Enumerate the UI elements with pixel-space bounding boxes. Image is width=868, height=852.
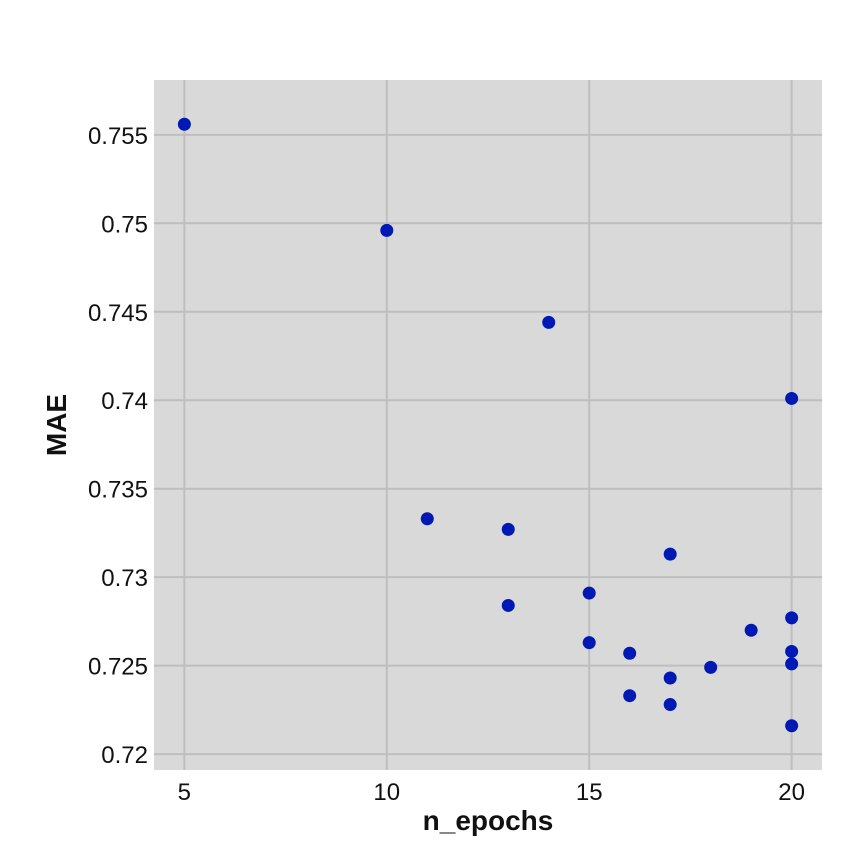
data-point bbox=[380, 223, 394, 237]
data-point bbox=[663, 547, 677, 561]
y-tick-label: 0.75 bbox=[101, 211, 148, 238]
y-tick-label: 0.755 bbox=[88, 123, 148, 150]
x-tick-label: 5 bbox=[178, 779, 191, 806]
x-tick-label: 20 bbox=[778, 779, 805, 806]
y-tick-label: 0.74 bbox=[101, 388, 148, 415]
data-point bbox=[704, 660, 718, 674]
y-axis-ticks: 0.72 0.725 0.73 0.735 0.74 0.745 0.75 0.755 bbox=[88, 123, 148, 769]
data-point bbox=[501, 598, 515, 612]
x-axis-ticks: 5 10 15 20 bbox=[178, 779, 805, 806]
data-point bbox=[582, 586, 596, 600]
data-point bbox=[785, 719, 799, 733]
y-axis-title: MAE bbox=[41, 394, 72, 456]
y-tick-label: 0.725 bbox=[88, 654, 148, 681]
x-tick-label: 15 bbox=[576, 779, 603, 806]
y-tick-label: 0.73 bbox=[101, 565, 148, 592]
data-point bbox=[582, 636, 596, 650]
data-point bbox=[785, 644, 799, 658]
grid-lines bbox=[154, 80, 822, 770]
data-point bbox=[744, 623, 758, 637]
data-point bbox=[501, 522, 515, 536]
data-point bbox=[420, 512, 434, 526]
data-point bbox=[785, 611, 799, 625]
data-points bbox=[177, 117, 799, 733]
data-point bbox=[623, 646, 637, 660]
data-point bbox=[663, 671, 677, 685]
data-point bbox=[177, 117, 191, 131]
data-point bbox=[785, 391, 799, 405]
x-tick-label: 10 bbox=[373, 779, 400, 806]
data-point bbox=[542, 315, 556, 329]
data-point bbox=[623, 689, 637, 703]
x-axis-title: n_epochs bbox=[423, 805, 554, 836]
data-point bbox=[785, 657, 799, 671]
y-tick-label: 0.745 bbox=[88, 300, 148, 327]
y-tick-label: 0.735 bbox=[88, 477, 148, 504]
data-point bbox=[663, 698, 677, 712]
y-tick-label: 0.72 bbox=[101, 742, 148, 769]
plot-area bbox=[154, 80, 822, 770]
